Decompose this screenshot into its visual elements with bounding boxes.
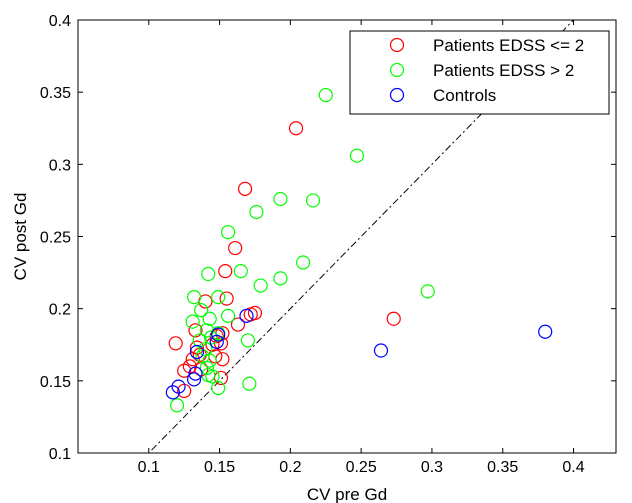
x-tick-label: 0.25 — [346, 459, 377, 476]
data-point — [220, 308, 236, 323]
legend-item: Patients EDSS > 2 — [389, 61, 574, 80]
data-point — [273, 191, 288, 207]
legend: Patients EDSS <= 2 Patients EDSS > 2 Contr… — [349, 30, 610, 115]
data-point — [165, 385, 180, 400]
data-point — [230, 317, 246, 332]
y-tick-label: 0.4 — [49, 13, 71, 30]
legend-label: Patients EDSS > 2 — [433, 61, 574, 80]
legend-marker — [389, 62, 405, 78]
data-point — [170, 398, 185, 413]
data-point — [211, 327, 226, 342]
data-points — [165, 87, 553, 413]
data-point — [386, 311, 401, 326]
data-point — [168, 336, 183, 351]
data-point — [240, 333, 255, 348]
data-point — [239, 308, 254, 323]
data-point — [186, 372, 202, 387]
data-point — [186, 290, 202, 305]
legend-item: Patients EDSS <= 2 — [389, 36, 584, 55]
data-point — [249, 204, 264, 220]
data-point — [185, 352, 200, 367]
data-point — [318, 87, 333, 103]
x-tick-label: 0.2 — [279, 459, 301, 476]
data-point — [228, 240, 243, 256]
legend-marker — [389, 37, 405, 53]
data-point — [188, 323, 203, 338]
y-tick-label: 0.15 — [40, 374, 71, 391]
legend-label: Controls — [433, 86, 496, 105]
legend-item: Controls — [389, 86, 496, 105]
data-point — [273, 271, 288, 286]
y-axis-label: CV post Gd — [11, 193, 30, 281]
x-tick-label: 0.4 — [562, 459, 584, 476]
data-point — [202, 311, 217, 326]
data-point — [189, 344, 205, 360]
legend-marker — [389, 87, 405, 103]
data-point — [201, 266, 216, 282]
data-point — [349, 148, 365, 163]
data-point — [202, 353, 217, 368]
data-point — [185, 314, 200, 329]
data-point — [242, 376, 257, 391]
legend-label: Patients EDSS <= 2 — [433, 36, 584, 55]
y-tick-label: 0.2 — [49, 302, 71, 319]
y-tick-label: 0.3 — [49, 157, 71, 174]
data-point — [538, 324, 553, 339]
data-point — [211, 290, 226, 305]
data-point — [177, 363, 192, 378]
data-point — [296, 255, 311, 270]
data-point — [220, 225, 236, 240]
data-point — [211, 380, 226, 396]
data-point — [194, 303, 209, 318]
data-point — [420, 284, 435, 299]
x-tick-label: 0.3 — [421, 459, 443, 476]
data-point — [253, 278, 268, 293]
data-point — [233, 264, 248, 279]
y-tick-label: 0.1 — [49, 446, 71, 463]
data-point — [219, 291, 234, 306]
x-tick-label: 0.1 — [138, 459, 160, 476]
y-tick-label: 0.25 — [40, 230, 71, 247]
data-point — [288, 121, 304, 136]
data-point — [237, 181, 253, 196]
data-point — [305, 193, 321, 208]
series-2 — [170, 87, 435, 413]
data-point — [171, 379, 186, 394]
data-point — [209, 334, 224, 349]
y-tick-label: 0.35 — [40, 85, 71, 102]
x-tick-label: 0.15 — [204, 459, 235, 476]
axes: 0.1 0.15 0.2 0.25 0.3 0.35 0.4 0.1 0.15 0.2 0.25 0.… — [40, 13, 617, 476]
data-point — [188, 366, 203, 381]
x-axis-label: CV pre Gd — [307, 485, 387, 503]
data-point — [373, 343, 389, 358]
data-point — [218, 264, 233, 279]
x-tick-label: 0.35 — [487, 459, 518, 476]
series-3 — [165, 308, 553, 400]
